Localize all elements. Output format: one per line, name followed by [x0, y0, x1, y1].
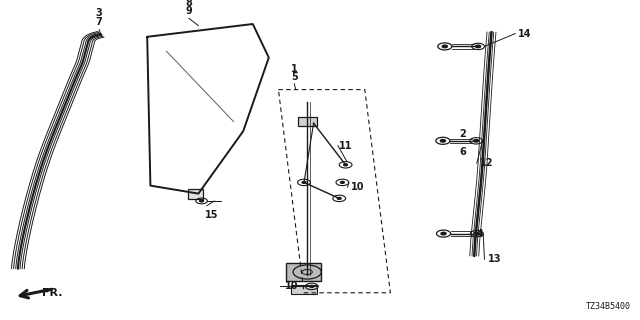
- Circle shape: [474, 140, 479, 142]
- Text: 5: 5: [291, 72, 298, 82]
- Text: TZ34B5400: TZ34B5400: [586, 302, 630, 311]
- Circle shape: [344, 164, 348, 166]
- Circle shape: [476, 45, 481, 48]
- FancyBboxPatch shape: [298, 117, 317, 126]
- Text: 7: 7: [96, 17, 102, 27]
- Text: 6: 6: [460, 147, 467, 157]
- Text: 3: 3: [96, 8, 102, 18]
- Circle shape: [442, 45, 447, 48]
- Text: 1: 1: [291, 64, 298, 74]
- Circle shape: [474, 232, 479, 235]
- Text: 9: 9: [186, 6, 192, 16]
- Text: 8: 8: [186, 0, 192, 8]
- Circle shape: [337, 197, 341, 199]
- Text: 4: 4: [477, 228, 484, 239]
- Text: 10: 10: [285, 281, 298, 292]
- Text: 10: 10: [351, 182, 364, 192]
- Text: 14: 14: [518, 28, 532, 39]
- FancyBboxPatch shape: [188, 189, 203, 199]
- FancyBboxPatch shape: [286, 263, 321, 281]
- Circle shape: [310, 285, 314, 287]
- Text: 11: 11: [339, 140, 353, 151]
- Circle shape: [441, 232, 446, 235]
- Circle shape: [200, 200, 204, 202]
- Text: 15: 15: [204, 210, 218, 220]
- Circle shape: [440, 140, 445, 142]
- Circle shape: [302, 181, 306, 183]
- Text: 12: 12: [480, 158, 493, 168]
- Text: 13: 13: [488, 254, 501, 264]
- Circle shape: [340, 181, 344, 183]
- Text: FR.: FR.: [42, 288, 62, 299]
- FancyBboxPatch shape: [291, 285, 317, 294]
- Text: 2: 2: [460, 129, 467, 139]
